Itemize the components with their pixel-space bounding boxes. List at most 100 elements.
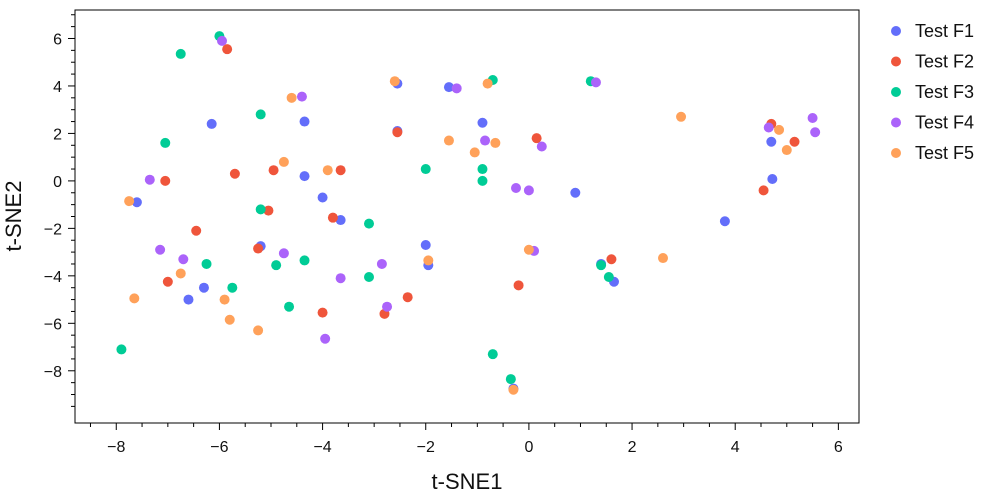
y-tick-label: −6 — [44, 316, 62, 333]
data-point — [320, 333, 331, 344]
data-point — [392, 127, 403, 138]
data-point — [420, 164, 431, 175]
data-point — [766, 136, 777, 147]
data-point — [144, 174, 155, 185]
data-point — [443, 135, 454, 146]
data-point — [523, 244, 534, 255]
y-tick-label: 4 — [53, 79, 62, 96]
y-axis-title: t-SNE2 — [1, 181, 26, 252]
legend-item: Test F4 — [891, 113, 974, 133]
series-5 — [124, 76, 792, 395]
data-point — [480, 135, 491, 146]
legend-label: Test F2 — [915, 52, 974, 72]
series-2 — [160, 44, 800, 319]
y-tick-label: −2 — [44, 221, 62, 238]
x-tick-label: 0 — [524, 439, 533, 456]
data-point — [191, 225, 202, 236]
data-point — [286, 92, 297, 103]
data-point — [767, 173, 778, 184]
x-tick-label: 6 — [834, 439, 843, 456]
data-point — [781, 145, 792, 156]
data-point — [335, 215, 346, 226]
legend-marker — [891, 148, 901, 158]
x-tick-label: −8 — [107, 439, 125, 456]
data-point — [299, 116, 310, 127]
data-point — [477, 175, 488, 186]
x-tick-label: −4 — [313, 439, 331, 456]
x-axis-title: t-SNE1 — [432, 469, 503, 494]
x-tick-label: −2 — [417, 439, 435, 456]
y-tick-label: −4 — [44, 269, 62, 286]
data-point — [160, 175, 171, 186]
series-1 — [131, 78, 778, 394]
data-point — [511, 183, 521, 194]
x-axis-ticks: −8 −6 −4 −2 0 2 4 6 — [89, 423, 843, 456]
data-point — [508, 384, 519, 395]
plot-area-frame — [74, 9, 860, 424]
data-point — [162, 276, 173, 287]
legend-item: Test F2 — [891, 52, 974, 72]
data-point — [268, 165, 279, 176]
data-point — [160, 137, 171, 148]
data-point — [131, 197, 142, 208]
data-point — [606, 254, 617, 265]
data-point — [227, 282, 238, 293]
y-axis-ticks: −8 −6 −4 −2 0 2 4 6 — [44, 14, 75, 407]
data-point — [364, 218, 374, 229]
data-point — [513, 280, 524, 291]
data-point — [201, 258, 212, 269]
data-point — [327, 212, 338, 223]
data-point — [124, 196, 135, 207]
legend-item: Test F1 — [891, 21, 974, 41]
data-point — [590, 77, 601, 88]
data-point — [376, 258, 387, 269]
data-point — [570, 187, 581, 198]
data-point — [263, 205, 274, 216]
data-point — [284, 301, 295, 312]
series-4 — [144, 35, 821, 344]
legend: Test F1 Test F2 Test F3 Test F4 Test F5 — [891, 21, 974, 163]
data-point — [402, 292, 413, 303]
data-point — [719, 216, 730, 227]
data-point — [389, 76, 400, 87]
data-point — [255, 204, 266, 215]
data-point — [423, 255, 434, 266]
data-point — [335, 273, 346, 284]
data-point — [523, 185, 534, 196]
data-point — [420, 239, 431, 250]
data-point — [206, 118, 217, 129]
data-point — [807, 112, 818, 123]
data-point — [603, 272, 614, 283]
data-point — [155, 244, 166, 255]
data-point — [364, 272, 374, 283]
data-point — [477, 117, 488, 128]
data-point — [490, 137, 501, 148]
data-point — [253, 325, 264, 336]
data-point — [317, 192, 328, 203]
data-point — [505, 374, 516, 385]
legend-label: Test F1 — [915, 21, 974, 41]
y-tick-label: 2 — [53, 126, 62, 143]
data-point — [278, 248, 289, 259]
data-point — [789, 136, 800, 147]
y-tick-label: 6 — [53, 31, 62, 48]
legend-marker — [891, 26, 901, 36]
data-point — [443, 82, 454, 93]
data-point — [763, 122, 774, 133]
data-point — [810, 127, 821, 138]
data-point — [271, 260, 282, 271]
x-tick-label: −6 — [210, 439, 228, 456]
data-point — [229, 168, 240, 179]
y-tick-label: −8 — [44, 364, 62, 381]
data-point — [255, 109, 266, 120]
data-point — [178, 254, 189, 265]
data-points — [116, 31, 821, 395]
data-point — [299, 171, 310, 182]
x-tick-label: 4 — [731, 439, 740, 456]
data-point — [175, 268, 186, 279]
data-point — [116, 344, 127, 355]
data-point — [487, 349, 498, 360]
data-point — [482, 78, 493, 89]
series-3 — [116, 31, 614, 385]
